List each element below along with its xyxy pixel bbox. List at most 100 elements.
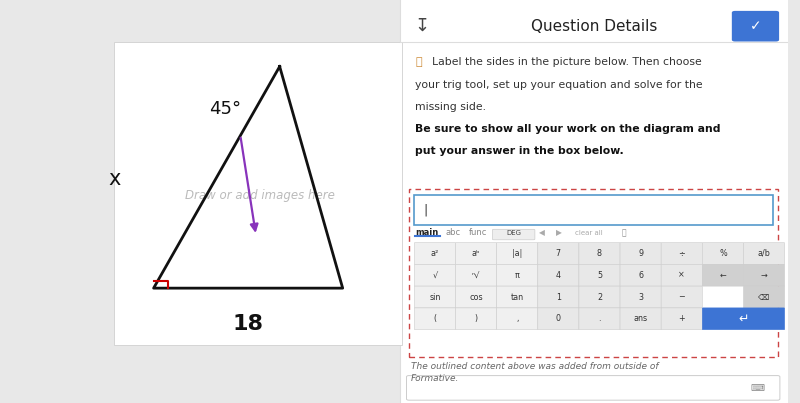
Text: 45°: 45° <box>209 100 241 118</box>
FancyBboxPatch shape <box>579 264 620 286</box>
Text: your trig tool, set up your equation and solve for the: your trig tool, set up your equation and… <box>415 80 702 89</box>
FancyBboxPatch shape <box>702 308 785 330</box>
Text: Be sure to show all your work on the diagram and: Be sure to show all your work on the dia… <box>415 124 721 134</box>
Text: a/b: a/b <box>758 249 770 258</box>
Text: aᵇ: aᵇ <box>472 249 480 258</box>
Text: a²: a² <box>431 249 439 258</box>
Text: 6: 6 <box>638 271 643 280</box>
FancyBboxPatch shape <box>579 308 620 330</box>
Text: ans: ans <box>634 314 648 323</box>
Text: 18: 18 <box>233 314 264 334</box>
Text: missing side.: missing side. <box>415 102 486 112</box>
FancyBboxPatch shape <box>414 195 773 225</box>
Text: ⁿ√: ⁿ√ <box>472 271 480 280</box>
Text: sin: sin <box>430 293 441 301</box>
Text: 7: 7 <box>556 249 561 258</box>
FancyBboxPatch shape <box>114 42 402 345</box>
FancyBboxPatch shape <box>497 243 538 264</box>
Text: 4: 4 <box>556 271 561 280</box>
FancyBboxPatch shape <box>743 264 785 286</box>
Text: ←: ← <box>719 271 726 280</box>
FancyBboxPatch shape <box>414 243 455 264</box>
FancyBboxPatch shape <box>579 286 620 308</box>
Text: +: + <box>678 314 685 323</box>
FancyBboxPatch shape <box>661 264 702 286</box>
FancyBboxPatch shape <box>497 308 538 330</box>
FancyBboxPatch shape <box>497 286 538 308</box>
Text: 2: 2 <box>597 293 602 301</box>
FancyBboxPatch shape <box>414 308 455 330</box>
Text: abc: abc <box>445 229 460 237</box>
FancyBboxPatch shape <box>661 286 702 308</box>
Text: clear all: clear all <box>575 230 603 236</box>
Text: func: func <box>469 229 487 237</box>
Text: →: → <box>761 271 767 280</box>
FancyBboxPatch shape <box>538 243 579 264</box>
Text: 8: 8 <box>597 249 602 258</box>
FancyBboxPatch shape <box>743 286 785 308</box>
Text: 🔧: 🔧 <box>622 229 626 237</box>
Text: ×: × <box>678 271 685 280</box>
FancyBboxPatch shape <box>455 308 497 330</box>
Text: main: main <box>415 229 438 237</box>
Text: π: π <box>514 271 520 280</box>
Text: ): ) <box>474 314 478 323</box>
Text: |a|: |a| <box>512 249 522 258</box>
FancyBboxPatch shape <box>732 11 779 42</box>
FancyBboxPatch shape <box>702 243 743 264</box>
Text: DEG: DEG <box>506 230 521 236</box>
FancyBboxPatch shape <box>661 308 702 330</box>
FancyBboxPatch shape <box>538 286 579 308</box>
FancyBboxPatch shape <box>538 264 579 286</box>
FancyBboxPatch shape <box>702 264 743 286</box>
FancyBboxPatch shape <box>455 264 497 286</box>
FancyBboxPatch shape <box>661 243 702 264</box>
FancyBboxPatch shape <box>414 264 455 286</box>
Text: √: √ <box>432 271 438 280</box>
Text: ,: , <box>516 314 518 323</box>
Text: x: x <box>108 169 121 189</box>
Text: 0: 0 <box>556 314 561 323</box>
Text: Label the sides in the picture below. Then choose: Label the sides in the picture below. Th… <box>433 58 702 67</box>
FancyBboxPatch shape <box>492 229 535 240</box>
Text: 🖊: 🖊 <box>415 58 422 67</box>
Text: ▶: ▶ <box>556 229 562 237</box>
FancyBboxPatch shape <box>497 264 538 286</box>
FancyBboxPatch shape <box>400 0 788 403</box>
Text: Question Details: Question Details <box>530 19 657 34</box>
Text: ↵: ↵ <box>738 312 749 325</box>
Text: ⌫: ⌫ <box>758 293 770 301</box>
Text: ↧: ↧ <box>414 17 430 35</box>
Text: cos: cos <box>470 293 483 301</box>
Text: ⌨: ⌨ <box>750 383 765 393</box>
Text: ✓: ✓ <box>750 19 762 33</box>
FancyBboxPatch shape <box>620 264 661 286</box>
Text: Formative.: Formative. <box>411 374 459 383</box>
FancyBboxPatch shape <box>620 308 661 330</box>
FancyBboxPatch shape <box>538 308 579 330</box>
Text: ◀: ◀ <box>539 229 545 237</box>
Text: (: ( <box>434 314 437 323</box>
Text: .: . <box>598 314 601 323</box>
Text: 1: 1 <box>556 293 561 301</box>
FancyBboxPatch shape <box>579 243 620 264</box>
Text: tan: tan <box>510 293 524 301</box>
FancyBboxPatch shape <box>406 376 780 400</box>
FancyBboxPatch shape <box>455 286 497 308</box>
Text: put your answer in the box below.: put your answer in the box below. <box>415 146 624 156</box>
FancyBboxPatch shape <box>455 243 497 264</box>
Text: −: − <box>678 293 685 301</box>
Text: 5: 5 <box>597 271 602 280</box>
Text: %: % <box>719 249 726 258</box>
Text: The outlined content above was added from outside of: The outlined content above was added fro… <box>411 362 658 371</box>
Text: 9: 9 <box>638 249 643 258</box>
FancyBboxPatch shape <box>620 243 661 264</box>
FancyBboxPatch shape <box>743 243 785 264</box>
Text: ÷: ÷ <box>678 249 685 258</box>
FancyBboxPatch shape <box>409 189 778 357</box>
Text: Draw or add images here: Draw or add images here <box>185 189 335 202</box>
FancyBboxPatch shape <box>620 286 661 308</box>
Text: |: | <box>423 203 427 216</box>
FancyBboxPatch shape <box>414 286 455 308</box>
Text: 3: 3 <box>638 293 643 301</box>
